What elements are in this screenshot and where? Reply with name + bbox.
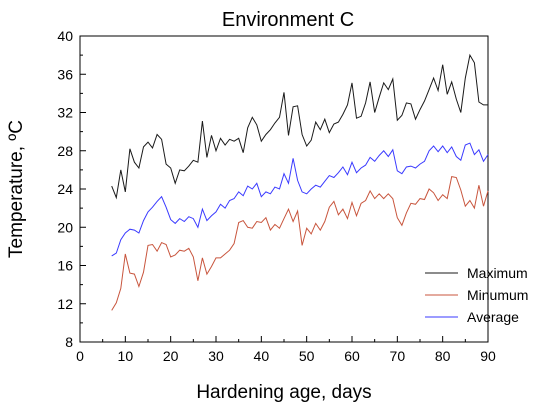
chart-title: Environment C — [222, 9, 354, 31]
y-tick-label: 24 — [57, 181, 73, 197]
legend-label: Average — [467, 309, 519, 325]
y-axis: 8 12 16 20 24 28 32 36 40 — [57, 28, 86, 350]
x-tick-label: 50 — [299, 348, 315, 364]
series-lines — [111, 53, 489, 311]
y-tick-label: 28 — [57, 143, 73, 159]
legend-label: Minumum — [467, 287, 528, 303]
x-tick-label: 90 — [480, 348, 496, 364]
legend: Maximum Minumum Average — [425, 265, 528, 325]
legend-label: Maximum — [467, 265, 528, 281]
x-tick-label: 30 — [208, 348, 224, 364]
y-tick-label: 16 — [57, 258, 73, 274]
x-tick-label: 40 — [254, 348, 270, 364]
x-axis: 0 10 20 30 40 50 60 70 80 90 — [76, 336, 496, 364]
series-line-maximum — [111, 53, 488, 200]
plot-area — [79, 35, 489, 343]
x-tick-label: 70 — [390, 348, 406, 364]
x-tick-label: 10 — [118, 348, 134, 364]
x-tick-label: 20 — [163, 348, 179, 364]
series-line-minumum — [111, 176, 489, 311]
x-tick-label: 80 — [435, 348, 451, 364]
y-tick-label: 36 — [57, 66, 73, 82]
y-tick-label: 12 — [57, 296, 73, 312]
x-axis-title: Hardening age, days — [196, 382, 371, 403]
y-axis-title: Temperature, ºC — [6, 120, 27, 258]
y-tick-label: 8 — [65, 334, 73, 350]
y-tick-label: 32 — [57, 105, 73, 121]
y-tick-label: 40 — [57, 28, 73, 44]
series-line-average — [111, 142, 489, 257]
x-tick-label: 60 — [344, 348, 360, 364]
x-tick-label: 0 — [76, 348, 84, 364]
y-tick-label: 20 — [57, 219, 73, 235]
plot-border — [79, 35, 489, 343]
